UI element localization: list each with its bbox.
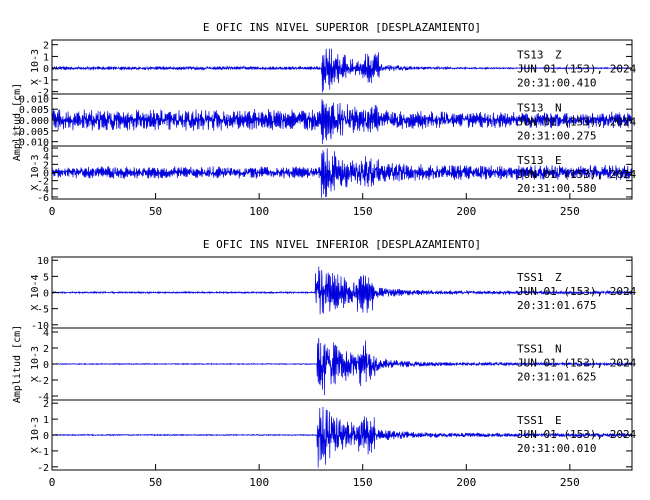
station-label: TS13 <box>517 102 544 115</box>
time-label: 20:31:00.275 <box>517 130 596 143</box>
y-tick-label: 4 <box>43 328 49 339</box>
y-tick-label: 2 <box>43 399 49 410</box>
x-tick-label: 100 <box>249 476 269 489</box>
y-tick-label: -1 <box>37 447 49 458</box>
x-tick-label: 250 <box>560 476 580 489</box>
date-label: JUN 01 (153), 2024 <box>517 116 637 129</box>
waveform-trace <box>51 148 633 198</box>
time-label: 20:31:00.010 <box>517 442 596 455</box>
y-axis-label: Amplitud [cm] <box>12 83 23 161</box>
x-tick-label: 0 <box>49 476 56 489</box>
y-tick-label: 2 <box>43 344 49 355</box>
station-label: TS13 <box>517 154 544 167</box>
y-tick-label: 0.005 <box>19 105 49 116</box>
y-tick-label: 5 <box>43 272 49 283</box>
component-label: E <box>555 154 562 167</box>
time-label: 20:31:00.410 <box>517 76 596 89</box>
x-tick-label: 50 <box>149 476 162 489</box>
time-label: 20:31:00.580 <box>517 182 596 195</box>
time-label: 20:31:01.625 <box>517 370 596 383</box>
component-label: Z <box>555 271 562 284</box>
y-tick-label: 1 <box>43 52 49 63</box>
y-tick-label: 0 <box>43 431 49 442</box>
y-tick-label: 4 <box>43 152 49 163</box>
x-tick-label: 100 <box>249 205 269 218</box>
y-tick-label: 0.010 <box>19 94 49 105</box>
x-tick-label: 50 <box>149 205 162 218</box>
x-tick-label: 150 <box>353 205 373 218</box>
scale-factor-label: X 10-3 <box>30 49 41 85</box>
station-label: TSS1 <box>517 414 544 427</box>
y-tick-label: -0.005 <box>13 127 49 138</box>
y-tick-label: -6 <box>37 193 49 204</box>
y-tick-label: 6 <box>43 144 49 155</box>
component-label: E <box>555 414 562 427</box>
x-tick-label: 0 <box>49 205 56 218</box>
date-label: JUN 01 (153), 2024 <box>517 356 637 369</box>
date-label: JUN 01 (153), 2024 <box>517 285 637 298</box>
y-tick-label: -2 <box>37 88 49 99</box>
time-label: 20:31:01.675 <box>517 299 596 312</box>
waveform-trace <box>51 406 633 468</box>
x-tick-label: 250 <box>560 205 580 218</box>
y-tick-label: 10 <box>37 256 49 267</box>
y-tick-label: -2 <box>37 376 49 387</box>
y-tick-label: 2 <box>43 160 49 171</box>
waveform-trace <box>51 98 633 145</box>
y-tick-label: -5 <box>37 305 49 316</box>
station-label: TSS1 <box>517 342 544 355</box>
y-tick-label: -4 <box>37 392 49 403</box>
station-label: TS13 <box>517 48 544 61</box>
y-tick-label: -0.010 <box>13 138 49 149</box>
scale-factor-label: X 10-4 <box>30 274 41 310</box>
y-tick-label: 2 <box>43 41 49 52</box>
date-label: JUN 01 (153), 2024 <box>517 62 637 75</box>
scale-factor-label: X 10-3 <box>30 346 41 382</box>
station-label: TSS1 <box>517 271 544 284</box>
y-tick-label: 0 <box>43 169 49 180</box>
date-label: JUN 01 (153), 2024 <box>517 168 637 181</box>
y-tick-label: -4 <box>37 185 49 196</box>
component-label: N <box>555 102 562 115</box>
component-label: N <box>555 342 562 355</box>
x-tick-label: 200 <box>456 205 476 218</box>
y-tick-label: -2 <box>37 463 49 474</box>
chart-title: E OFIC INS NIVEL SUPERIOR [DESPLAZAMIENT… <box>203 21 481 34</box>
waveform-trace <box>51 337 633 396</box>
x-tick-label: 200 <box>456 476 476 489</box>
y-tick-label: 0 <box>43 64 49 75</box>
y-tick-label: 0 <box>43 360 49 371</box>
waveform-trace <box>51 266 633 315</box>
x-tick-label: 150 <box>353 476 373 489</box>
scale-factor-label: X 10-3 <box>30 154 41 190</box>
scale-factor-label: X 10-3 <box>30 417 41 453</box>
chart-title: E OFIC INS NIVEL INFERIOR [DESPLAZAMIENT… <box>203 238 481 251</box>
date-label: JUN 01 (153), 2024 <box>517 428 637 441</box>
y-tick-label: -10 <box>31 321 49 332</box>
waveform-trace <box>51 48 633 93</box>
y-tick-label: 1 <box>43 415 49 426</box>
y-tick-label: -1 <box>37 76 49 87</box>
y-axis-label: Amplitud [cm] <box>12 325 23 403</box>
y-tick-label: 0 <box>43 289 49 300</box>
y-tick-label: -2 <box>37 177 49 188</box>
y-tick-label: 0.000 <box>19 116 49 127</box>
component-label: Z <box>555 48 562 61</box>
